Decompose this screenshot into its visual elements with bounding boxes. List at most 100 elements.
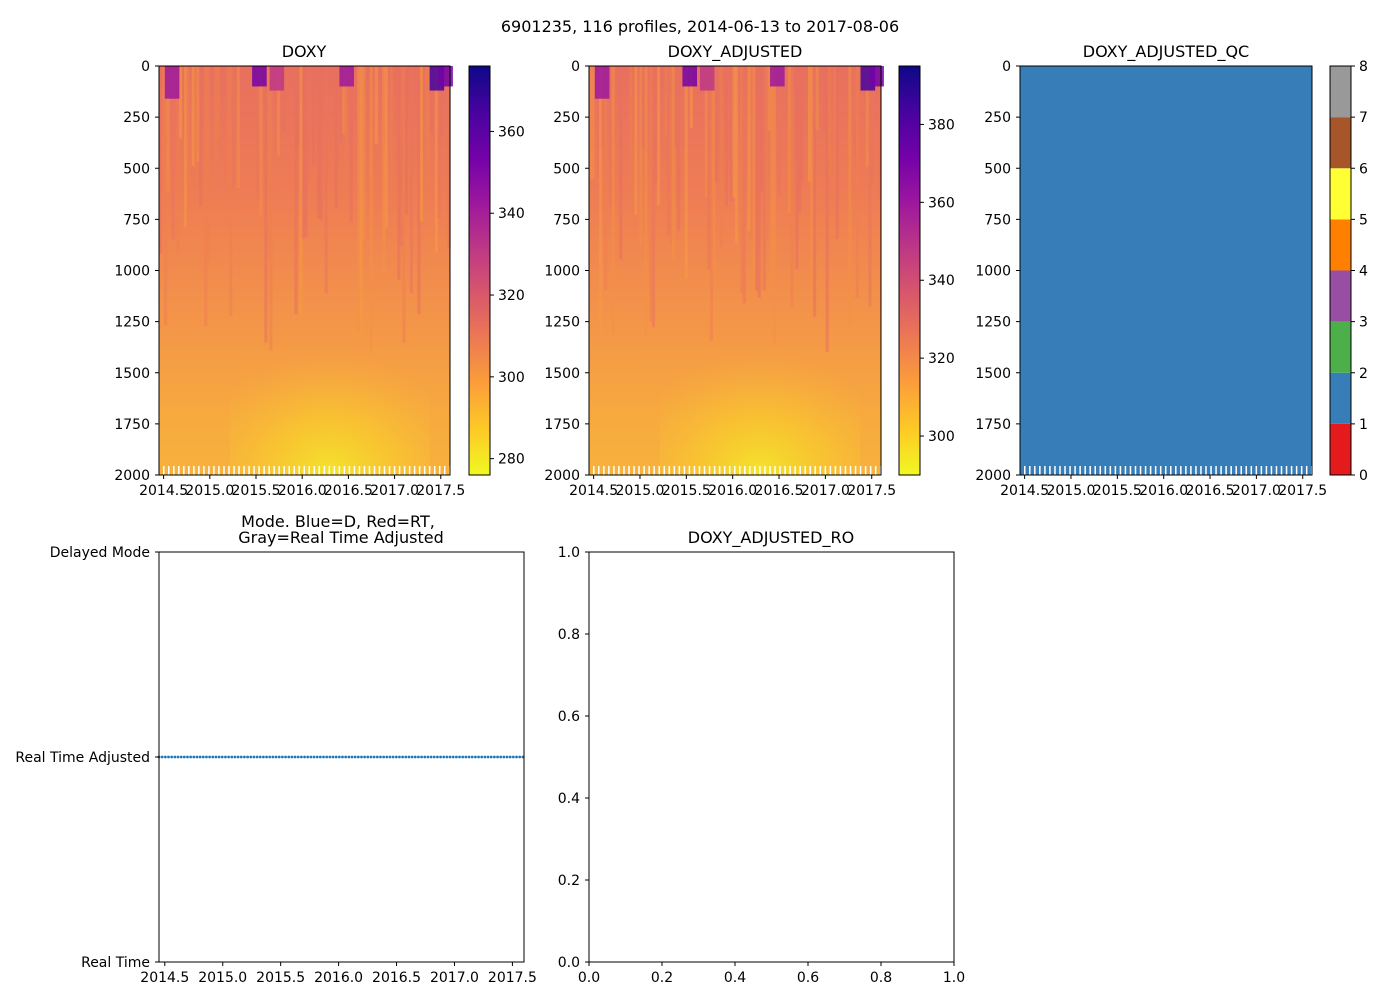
heatmap-column: [667, 66, 671, 236]
y-tick-label: 750: [984, 212, 1011, 228]
bottom-gap: [623, 466, 625, 475]
heatmap-column: [216, 66, 220, 139]
doxy-adjusted-ro-panel: DOXY_ADJUSTED_RO 0.00.20.40.60.81.0 0.0 0…: [558, 528, 965, 986]
y-tick-label: 250: [123, 110, 150, 126]
x-tick-label: 2015.5: [662, 483, 711, 499]
heatmap-column: [752, 66, 756, 303]
mode-point: [318, 755, 322, 759]
mode-panel: Mode. Blue=D, Red=RT, Gray=Real Time Adj…: [15, 512, 537, 986]
y-tick-label: Delayed Mode: [50, 545, 150, 561]
doxy-colorbar: 280 300 320 340 360: [468, 65, 525, 476]
bottom-gap: [744, 466, 746, 475]
doxy-adjusted-column-stripes: [589, 66, 882, 352]
mode-point: [312, 755, 316, 759]
bottom-gap: [1255, 466, 1258, 475]
surface-high-oxygen-patch: [339, 66, 354, 87]
heatmap-column: [835, 66, 839, 239]
heatmap-column: [808, 66, 812, 182]
heatmap-column: [787, 66, 791, 214]
doxy-x-axis: 2014.52015.02015.52016.02016.52017.02017…: [139, 475, 465, 499]
x-tick-label: 2017.5: [416, 483, 465, 499]
heatmap-column: [664, 66, 668, 140]
y-tick-label: 1500: [975, 366, 1011, 382]
mode-point: [502, 755, 506, 759]
bottom-gap: [248, 466, 250, 475]
mode-point: [160, 755, 164, 759]
mode-point: [470, 755, 474, 759]
bottom-gap: [733, 466, 736, 475]
mode-point: [473, 755, 477, 759]
bottom-gap: [603, 466, 605, 475]
heatmap-column: [704, 66, 708, 198]
doxy-adjusted-heatmap: [589, 66, 884, 475]
mode-point: [243, 755, 246, 759]
x-tick-label: 0.8: [870, 970, 892, 986]
bottom-gap: [208, 466, 210, 475]
heatmap-column: [281, 66, 286, 133]
bottom-gap: [1250, 466, 1253, 475]
heatmap-column: [229, 66, 233, 316]
bottom-gap: [1205, 466, 1207, 475]
x-tick-label: 2017.5: [488, 970, 537, 986]
bottom-gap: [673, 466, 676, 475]
surface-high-oxygen-patch: [594, 66, 610, 99]
mode-point: [331, 755, 335, 759]
colorbar-tick-label: 4: [1359, 264, 1368, 280]
bottom-gap: [1260, 466, 1263, 475]
heatmap-column: [855, 66, 859, 298]
heatmap-column: [644, 66, 648, 335]
colorbar-tick-label: 3: [1359, 315, 1368, 331]
bottom-gap: [303, 466, 305, 475]
mode-point: [492, 755, 496, 759]
doxy-adjusted-bottom-gaps: [593, 466, 882, 475]
mode-point: [420, 755, 423, 759]
heatmap-column: [307, 66, 311, 180]
qc-colorbar-segment: [1330, 321, 1351, 373]
heatmap-column: [797, 66, 802, 213]
mode-point: [284, 755, 287, 759]
heatmap-column: [651, 66, 656, 328]
doxy-adjusted-qc-panel: DOXY_ADJUSTED_QC 02505007501000125015001…: [975, 42, 1368, 499]
bottom-gap: [1149, 466, 1152, 475]
heatmap-column: [672, 66, 676, 260]
mode-point: [458, 755, 461, 759]
heatmap-column: [419, 66, 424, 222]
doxy-adjusted-x-axis: 2014.52015.02015.52016.02016.52017.02017…: [569, 475, 896, 499]
heatmap-column: [319, 66, 323, 221]
y-tick-label: 1500: [114, 366, 150, 382]
doxy-heatmap: [159, 66, 453, 475]
heatmap-column: [424, 66, 429, 165]
mode-point: [436, 755, 439, 759]
doxy-adjusted-y-axis: 0 250 500 750 1000 1250 1500 1750 2000: [544, 59, 589, 484]
colorbar-tick-label: 0: [1359, 468, 1368, 484]
bottom-gap: [859, 466, 862, 475]
bottom-gap: [874, 466, 877, 475]
colorbar-tick-label: 320: [498, 288, 525, 304]
heatmap-column: [634, 66, 638, 216]
bottom-gap: [663, 466, 665, 475]
bottom-gap: [688, 466, 691, 475]
heatmap-column: [299, 66, 303, 315]
bottom-gap: [643, 466, 645, 475]
mode-point: [274, 755, 278, 759]
x-tick-label: 0.2: [651, 970, 673, 986]
qc-heatmap: [1020, 66, 1313, 475]
mode-point: [417, 755, 420, 759]
x-tick-label: 2014.5: [569, 483, 618, 499]
surface-high-oxygen-patch: [699, 66, 715, 91]
qc-colorbar-segments: [1330, 66, 1351, 475]
bottom-gap: [408, 466, 411, 475]
heatmap-column: [828, 66, 832, 179]
bottom-gap: [223, 466, 225, 475]
bottom-gap: [703, 466, 706, 475]
heatmap-column: [760, 66, 764, 192]
y-tick-label: 1500: [544, 366, 580, 382]
heatmap-column: [674, 66, 678, 149]
heatmap-column: [184, 66, 188, 228]
qc-bottom-gaps: [1024, 466, 1313, 475]
bottom-gap: [1114, 466, 1117, 475]
heatmap-column: [604, 66, 608, 291]
bottom-gap: [423, 466, 426, 475]
heatmap-column: [649, 66, 653, 322]
mode-point: [347, 755, 351, 759]
